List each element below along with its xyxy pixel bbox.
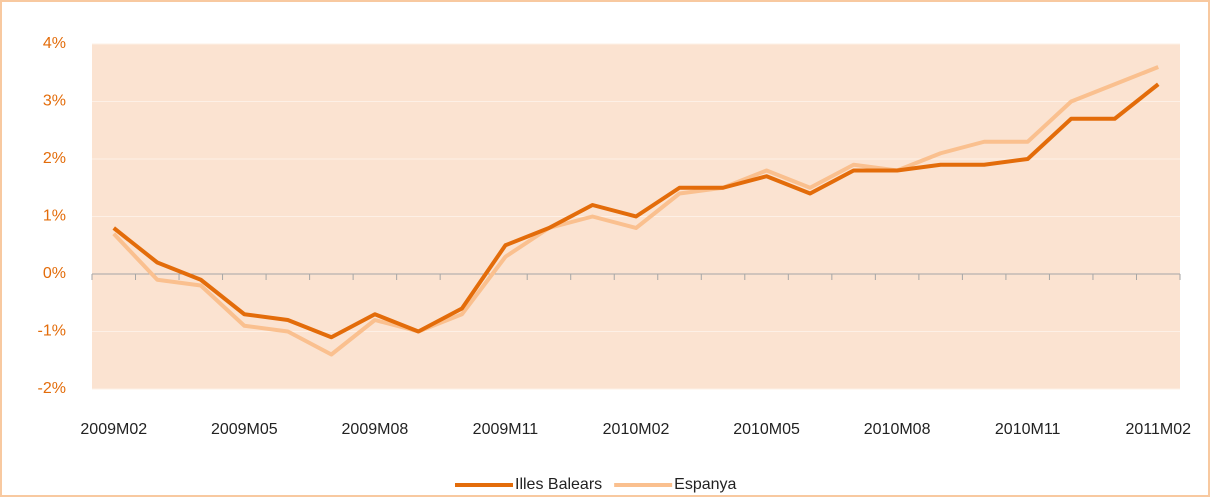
y-tick-label: 4% [43,35,66,52]
series-line [112,82,1160,340]
x-tick-label: 2009M02 [80,421,147,438]
y-tick-label: 1% [43,208,66,225]
y-tick-label: 3% [43,93,66,110]
x-tick-label: 2011M02 [1125,421,1191,438]
series-line [112,65,1159,357]
legend-label: Espanya [674,476,736,493]
legend-label: Illes Balears [515,476,602,493]
y-tick-label: 2% [43,150,66,167]
x-tick-label: 2009M05 [211,421,278,438]
y-tick-label: -1% [38,323,66,340]
y-tick-label: 0% [43,265,66,282]
x-tick-label: 2010M08 [864,421,931,438]
y-tick-label: -2% [38,380,66,397]
x-tick-label: 2009M08 [342,421,409,438]
x-tick-label: 2010M05 [733,421,800,438]
x-tick-label: 2009M11 [473,421,539,438]
x-tick-label: 2010M02 [603,421,670,438]
x-tick-label: 2010M11 [995,421,1061,438]
